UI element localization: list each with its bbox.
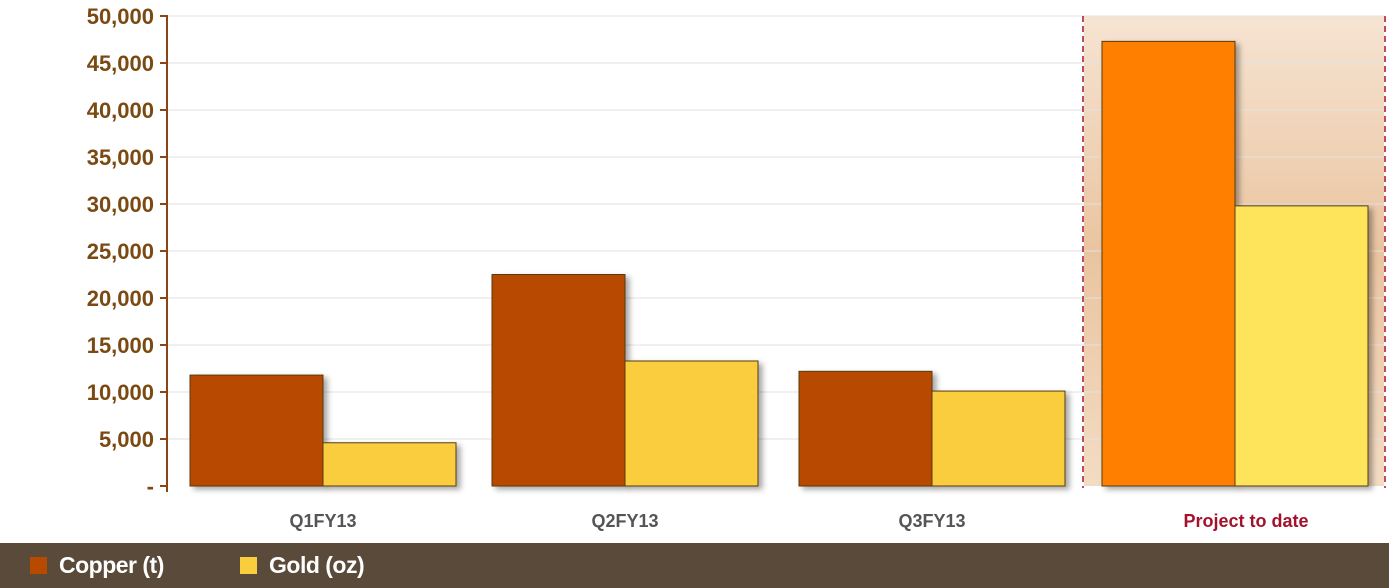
y-tick-label: 25,000 [87, 239, 154, 264]
bar-chart: - 5,000 10,000 15,000 20,000 25,000 30,000 35,0… [87, 4, 1386, 531]
x-tick-label: Q2FY13 [591, 511, 658, 531]
y-tick-label: 35,000 [87, 145, 154, 170]
legend-label-gold: Gold (oz) [269, 552, 365, 578]
y-tick-label: 20,000 [87, 286, 154, 311]
legend-label-copper: Copper (t) [59, 552, 164, 578]
x-tick-label: Project to date [1183, 511, 1308, 531]
legend-item-gold: Gold (oz) [240, 543, 365, 588]
x-tick-label: Q3FY13 [898, 511, 965, 531]
bar-gold-3 [1234, 205, 1369, 487]
legend-swatch-copper [30, 557, 47, 574]
y-tick-label: 50,000 [87, 4, 154, 29]
bars [189, 40, 1369, 487]
y-tick-label: 5,000 [99, 427, 154, 452]
legend-swatch-gold [240, 557, 257, 574]
bar-copper-2 [798, 370, 933, 487]
y-tick-label: 40,000 [87, 98, 154, 123]
bar-gold-2 [931, 390, 1066, 487]
y-axis-ticks: - 5,000 10,000 15,000 20,000 25,000 30,000 35,0… [87, 4, 168, 499]
legend: Copper (t) Gold (oz) [0, 543, 1389, 588]
x-axis-ticks: Q1FY13 Q2FY13 Q3FY13 Project to date [289, 511, 1308, 531]
y-tick-label: 45,000 [87, 51, 154, 76]
bar-gold-1 [624, 360, 759, 487]
legend-item-copper: Copper (t) [30, 543, 164, 588]
bar-gold-0 [322, 442, 457, 487]
bar-copper-3 [1101, 40, 1236, 487]
x-tick-label: Q1FY13 [289, 511, 356, 531]
y-tick-label: 15,000 [87, 333, 154, 358]
bar-copper-1 [491, 274, 626, 487]
bar-copper-0 [189, 374, 324, 487]
y-tick-label: - [147, 474, 154, 499]
y-tick-label: 10,000 [87, 380, 154, 405]
y-tick-label: 30,000 [87, 192, 154, 217]
